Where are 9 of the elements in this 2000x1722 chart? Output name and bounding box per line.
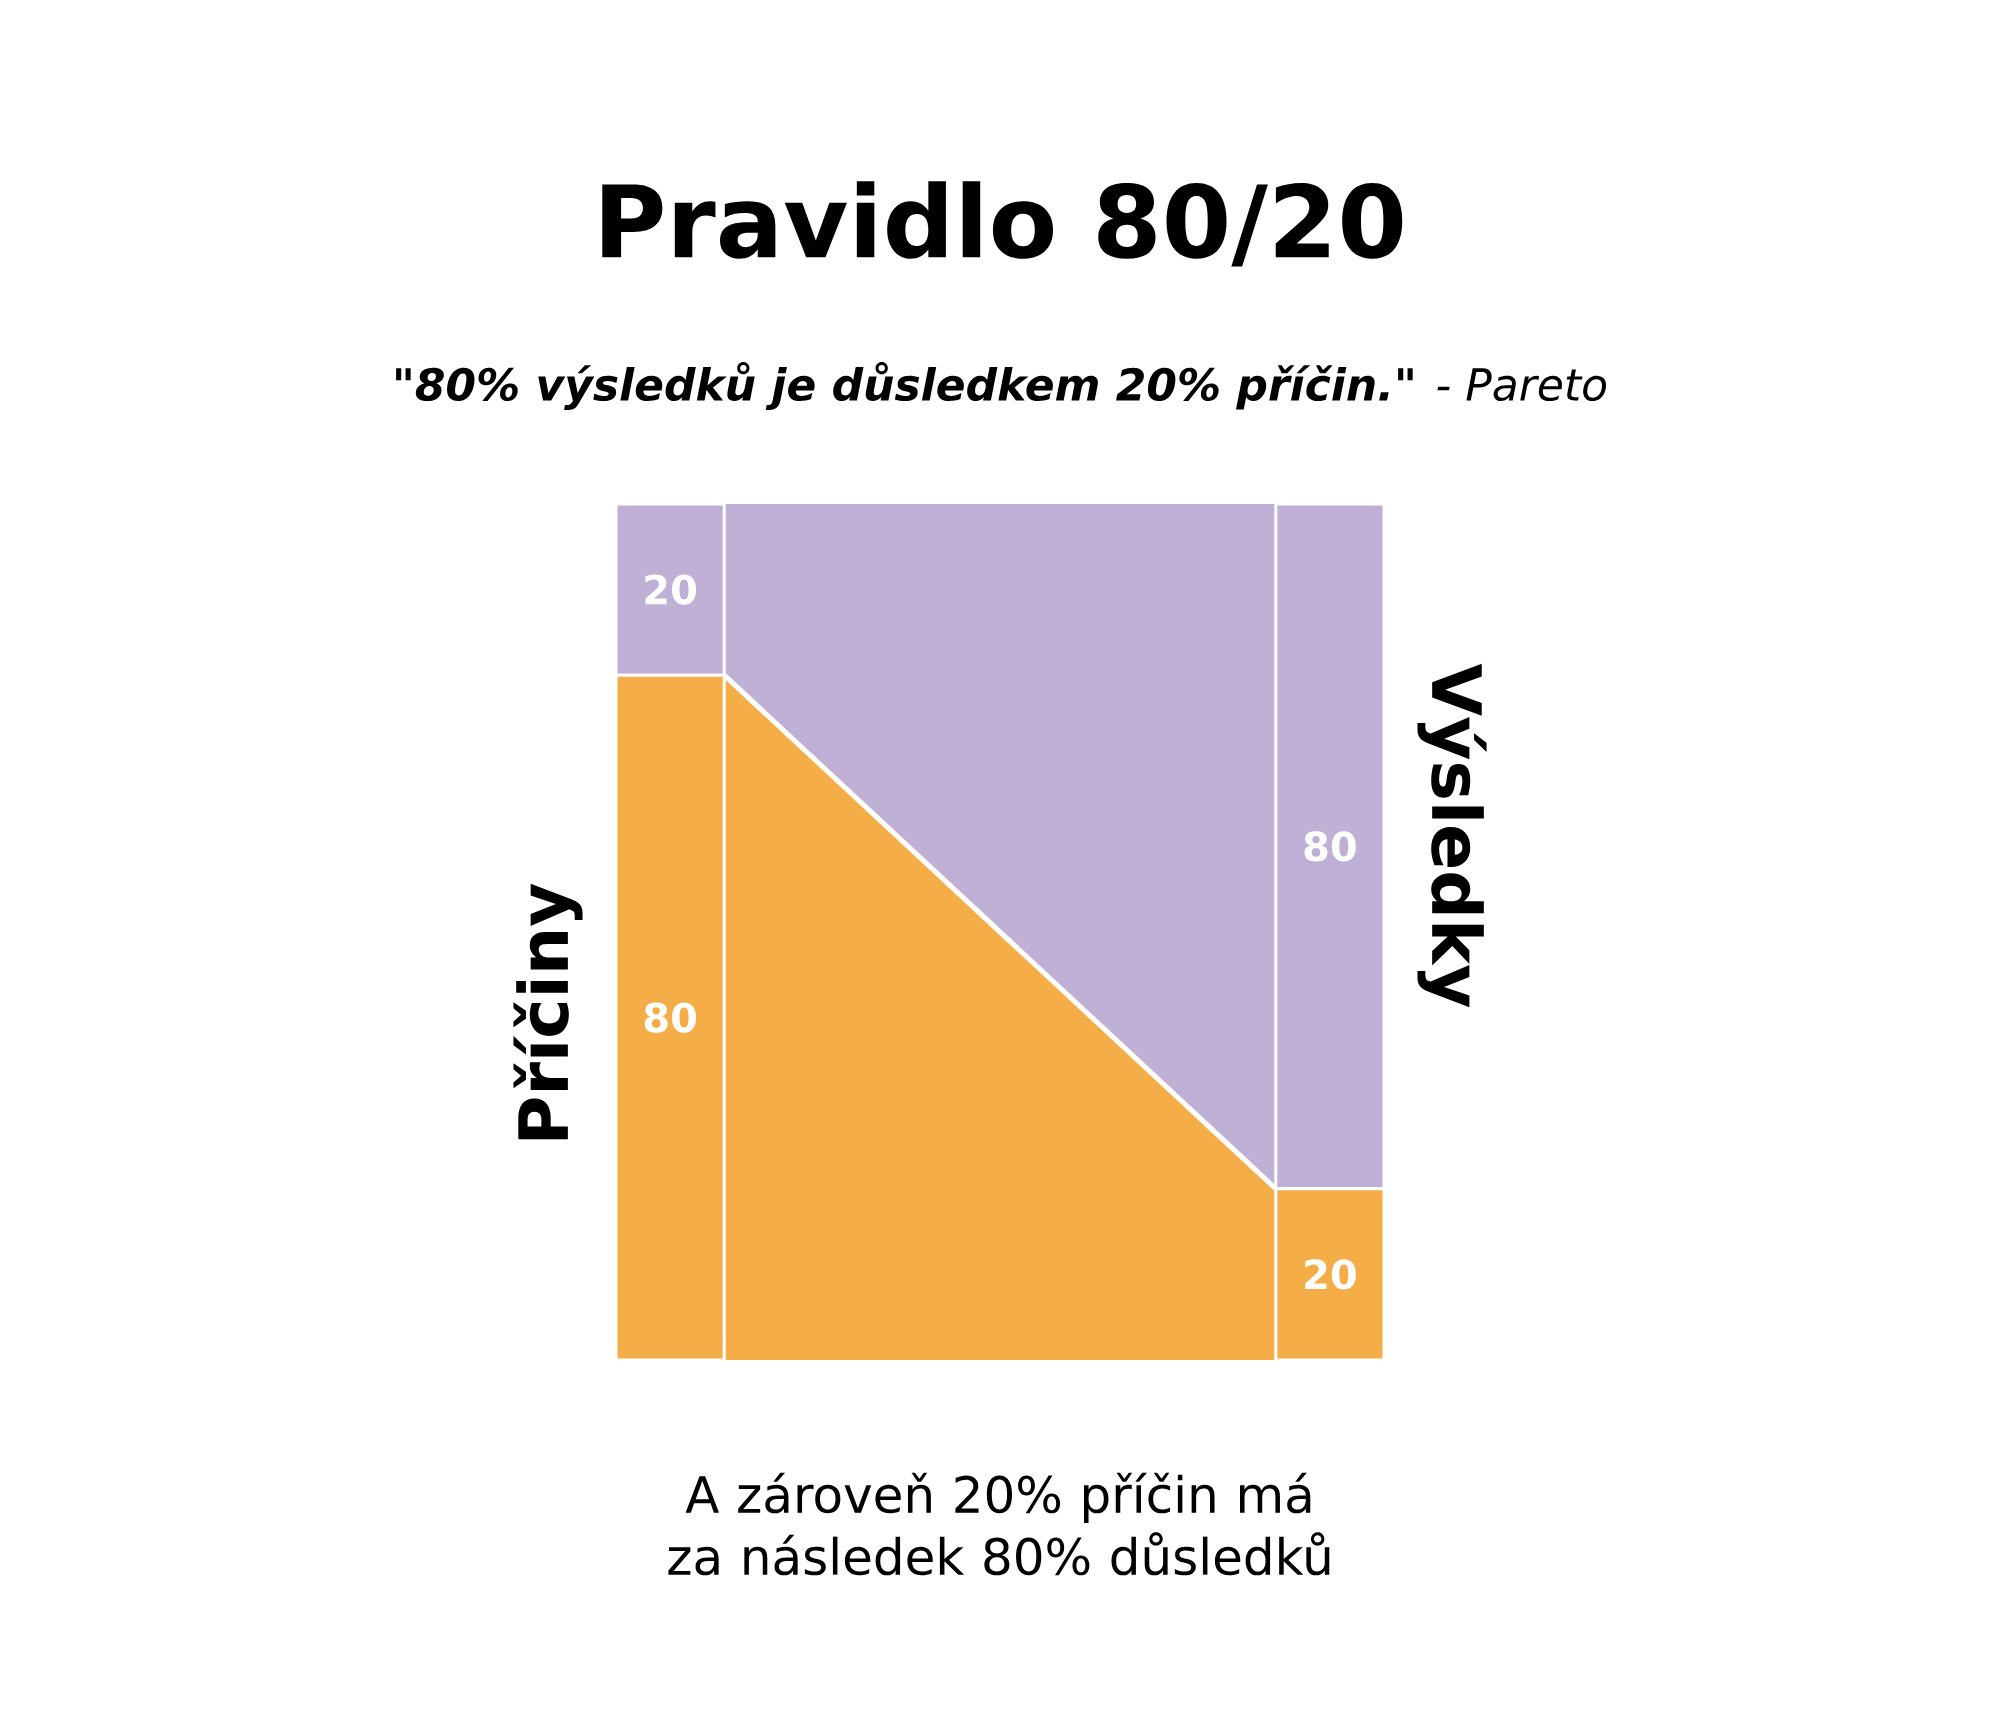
data-label: 80 <box>644 1002 697 1033</box>
data-label: 20 <box>1305 1259 1356 1290</box>
chart-subtitle: "80% výsledků je důsledkem 20% příčin." - Pareto <box>396 362 1607 410</box>
x-tick-label: Výsledky <box>1417 663 1487 1008</box>
data-label: 80 <box>1304 831 1356 862</box>
chart-title: Pravidlo 80/20 <box>602 181 1403 267</box>
text: A zároveň 20% příčin má za následek 80% důsledků <box>668 1472 1330 1576</box>
x-tick-label: Příčiny <box>513 883 583 1140</box>
data-label: 20 <box>645 574 697 605</box>
